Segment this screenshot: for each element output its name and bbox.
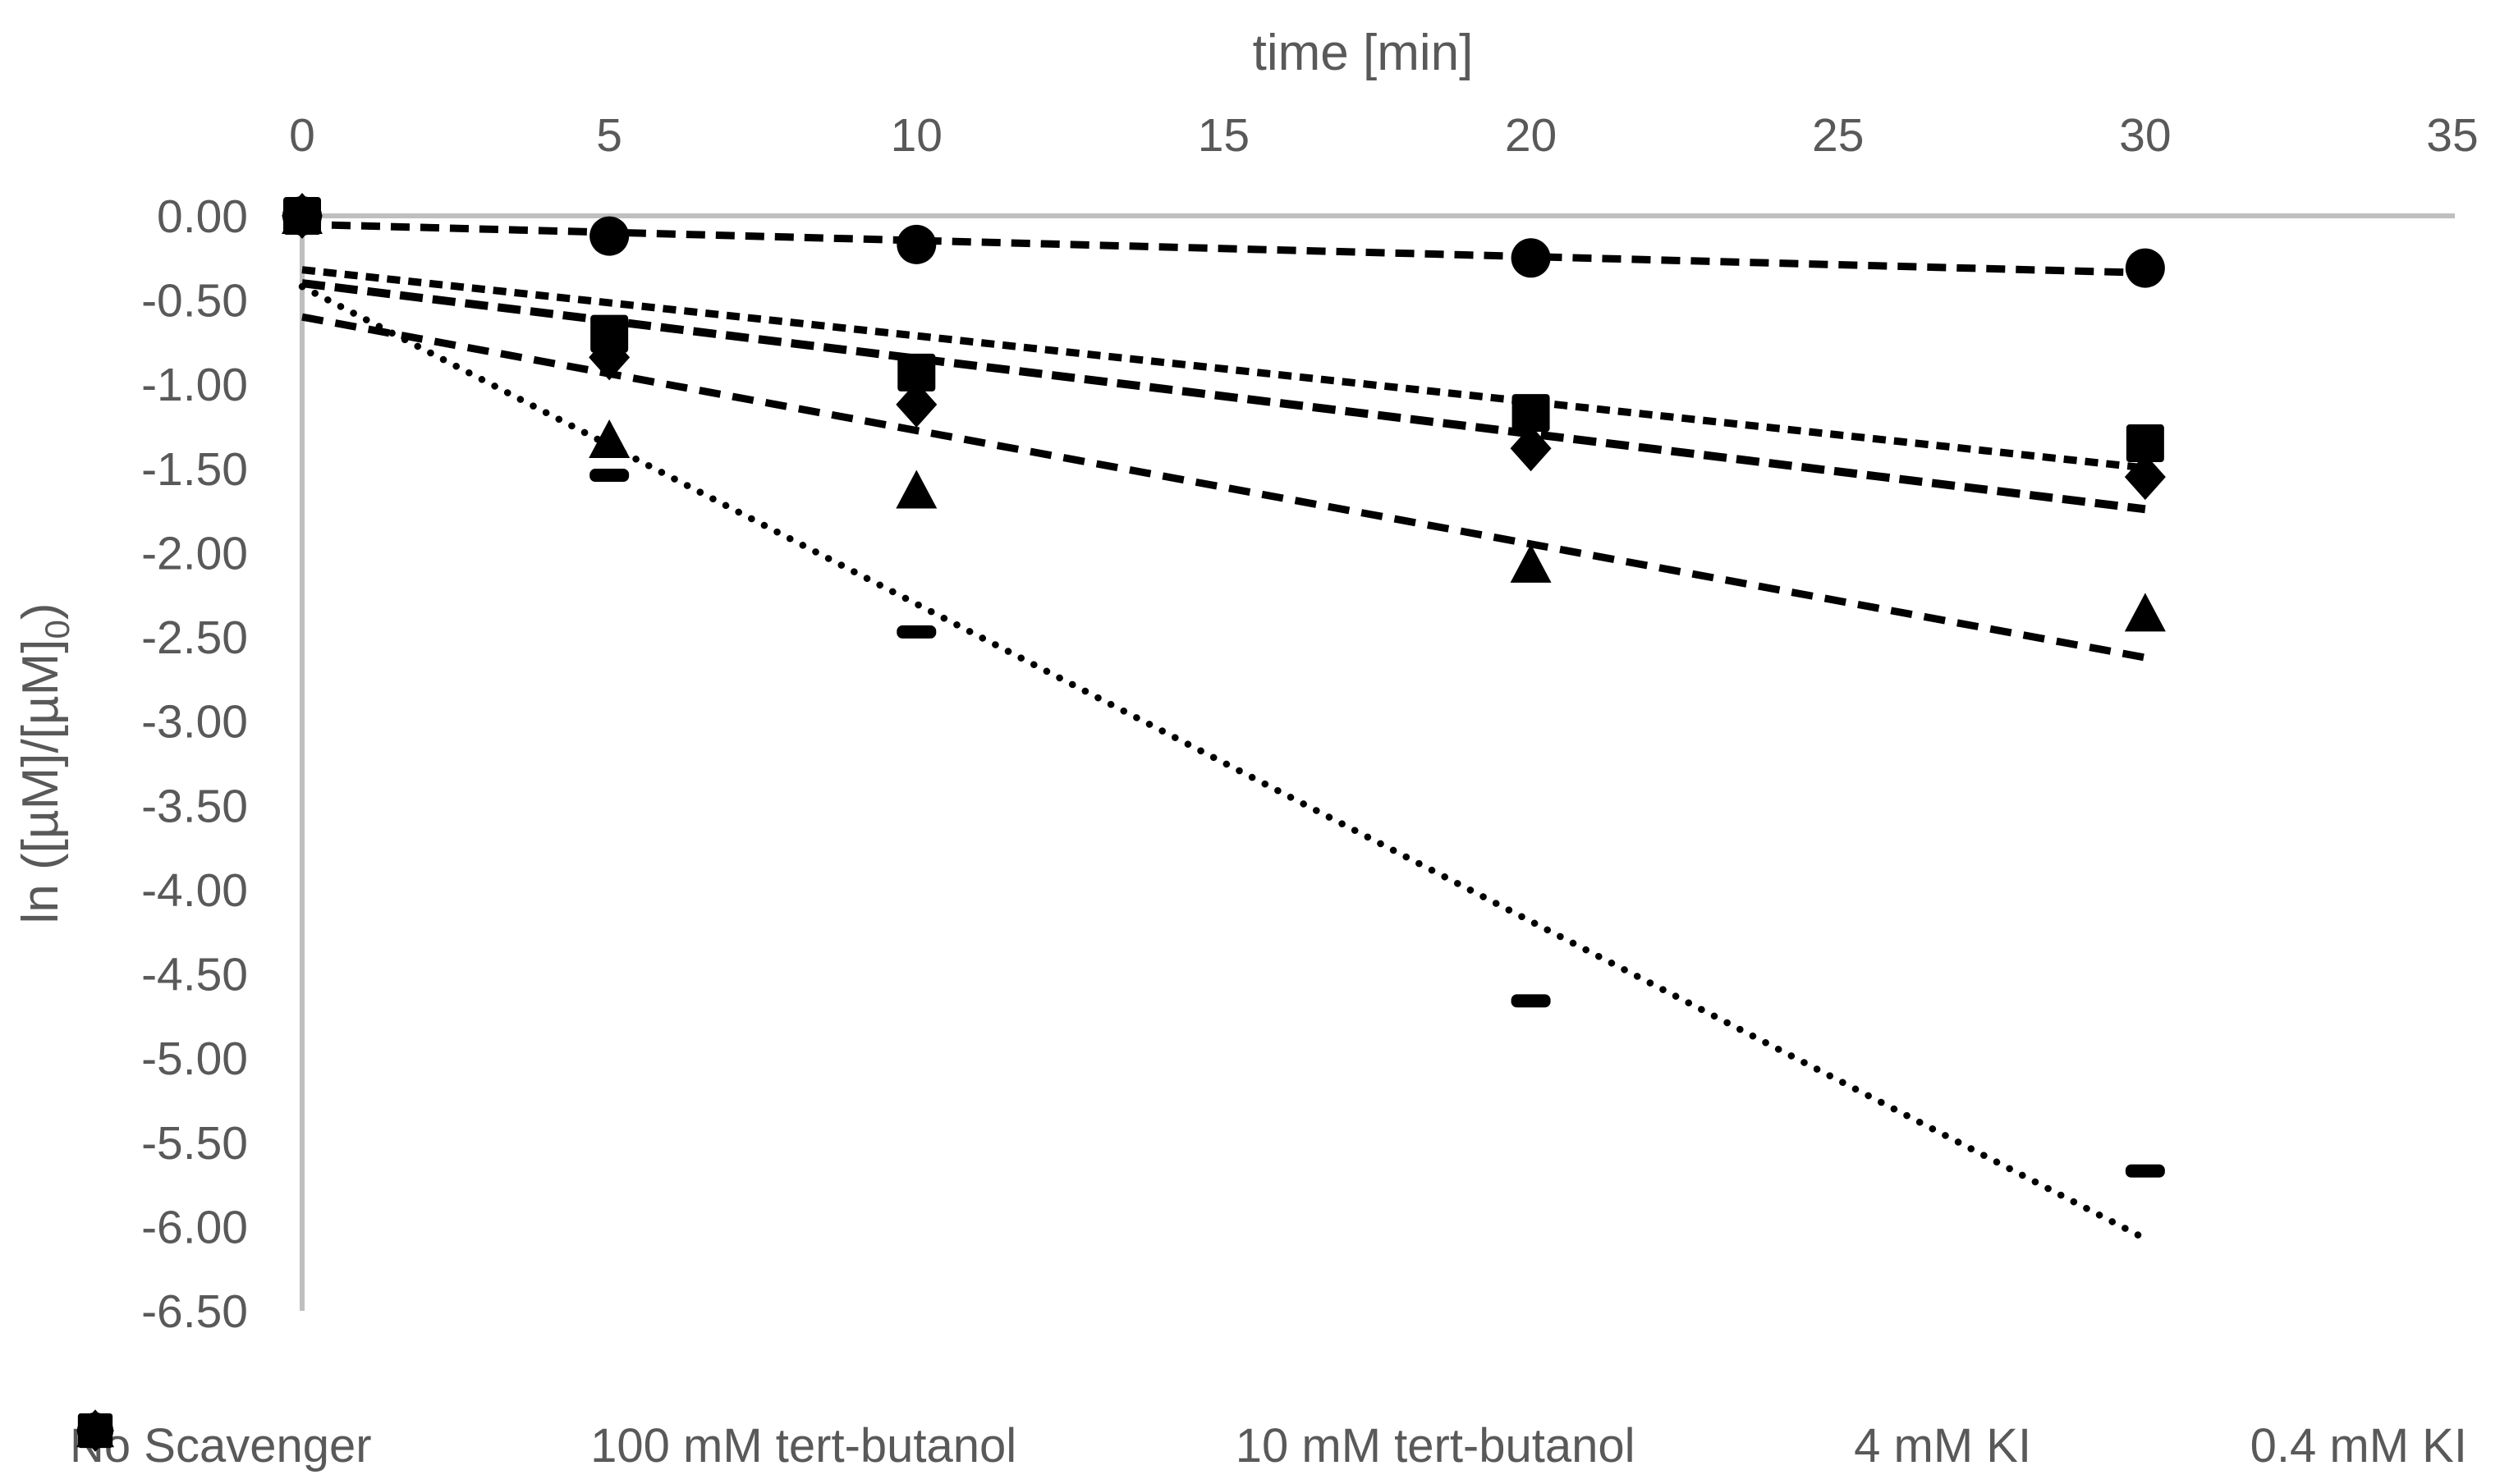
square-marker xyxy=(897,353,936,392)
legend-label: No Scavenger xyxy=(70,1419,372,1473)
square-marker xyxy=(77,1413,113,1449)
y-tick-label: -3.00 xyxy=(141,696,248,749)
legend-label: 100 mM tert-butanol xyxy=(590,1419,1017,1473)
circle-marker xyxy=(1511,238,1551,278)
legend-label: 10 mM tert-butanol xyxy=(1235,1419,1635,1473)
diamond-marker xyxy=(2124,454,2166,501)
y-tick-label: -2.50 xyxy=(141,611,248,664)
y-tick-label: -1.50 xyxy=(141,443,248,496)
square-marker xyxy=(283,197,321,235)
square-legend-icon xyxy=(77,1413,113,1449)
dash-marker xyxy=(897,625,937,639)
y-axis-title-close: ) xyxy=(12,602,69,620)
square-marker xyxy=(1511,394,1550,433)
legend-label: 0.4 mM KI xyxy=(2250,1419,2467,1473)
y-axis-title: ln ([µM]/[µM]0) xyxy=(12,602,76,923)
trendline-100-mm-tert-butanol xyxy=(301,279,2146,514)
x-tick-label: 30 xyxy=(2119,109,2171,162)
diamond-marker xyxy=(1510,425,1552,472)
circle-marker xyxy=(897,224,937,264)
trendline-0-4-mm-ki xyxy=(301,266,2146,472)
triangle-marker xyxy=(2124,593,2166,632)
dash-marker xyxy=(2125,1164,2165,1178)
diamond-marker xyxy=(896,381,938,428)
x-tick-label: 10 xyxy=(891,109,943,162)
y-tick-label: -4.00 xyxy=(141,864,248,917)
y-axis-title-subscript: 0 xyxy=(38,620,76,639)
legend-item-4-mm-ki: 4 mM KI xyxy=(76,1412,2032,1473)
x-axis-title: time [min] xyxy=(1253,25,1474,81)
x-tick-label: 0 xyxy=(289,109,315,162)
legend-item-no-scavenger: No Scavenger xyxy=(70,1422,372,1470)
x-tick-labels: 0 5 10 15 20 25 30 35 xyxy=(289,109,2479,162)
y-tick-label: -3.50 xyxy=(141,780,248,832)
dash-marker xyxy=(589,469,630,483)
triangle-marker xyxy=(896,469,938,509)
triangle-marker xyxy=(1510,543,1552,583)
legend-item-0-4-mm-ki: 0.4 mM KI xyxy=(77,1413,2467,1473)
y-tick-label: -2.00 xyxy=(141,527,248,579)
y-tick-labels: 0.00 -0.50 -1.00 -1.50 -2.00 -2.50 -3.00 -3.50 -… xyxy=(141,190,248,1338)
x-tick-label: 25 xyxy=(1812,109,1864,162)
triangle-marker xyxy=(589,419,631,458)
y-tick-label: -6.00 xyxy=(141,1201,248,1253)
y-tick-label: -6.50 xyxy=(141,1285,248,1338)
y-axis-title-main: ln ([µM]/[µM] xyxy=(12,639,69,924)
trend-lines xyxy=(298,220,2149,1243)
legend-item-10-mm-tert-butanol: 10 mM tert-butanol xyxy=(76,1412,1635,1473)
x-tick-label: 20 xyxy=(1505,109,1557,162)
x-tick-label: 5 xyxy=(596,109,622,162)
x-tick-label: 35 xyxy=(2426,109,2478,162)
y-tick-label: -1.00 xyxy=(141,359,248,411)
legend-label: 4 mM KI xyxy=(1854,1419,2032,1473)
y-tick-label: -4.50 xyxy=(141,949,248,1001)
y-tick-label: 0.00 xyxy=(157,190,248,243)
x-tick-label: 15 xyxy=(1198,109,1250,162)
circle-marker xyxy=(589,216,630,256)
legend-item-100-mm-tert-butanol: 100 mM tert-butanol xyxy=(76,1409,1017,1473)
legend: No Scavenger 100 mM tert-butanol 10 mM ter… xyxy=(70,1405,2467,1484)
dash-marker xyxy=(1511,994,1551,1008)
y-tick-label: -5.00 xyxy=(141,1033,248,1085)
y-tick-label: -5.50 xyxy=(141,1117,248,1170)
trendline-no-scavenger xyxy=(298,282,2149,1243)
trendline-4-mm-ki xyxy=(301,220,2145,277)
square-marker xyxy=(590,314,629,353)
square-marker xyxy=(2126,424,2164,463)
data-markers xyxy=(282,193,2166,1178)
circle-marker xyxy=(2125,248,2165,288)
y-tick-label: -0.50 xyxy=(141,275,248,327)
